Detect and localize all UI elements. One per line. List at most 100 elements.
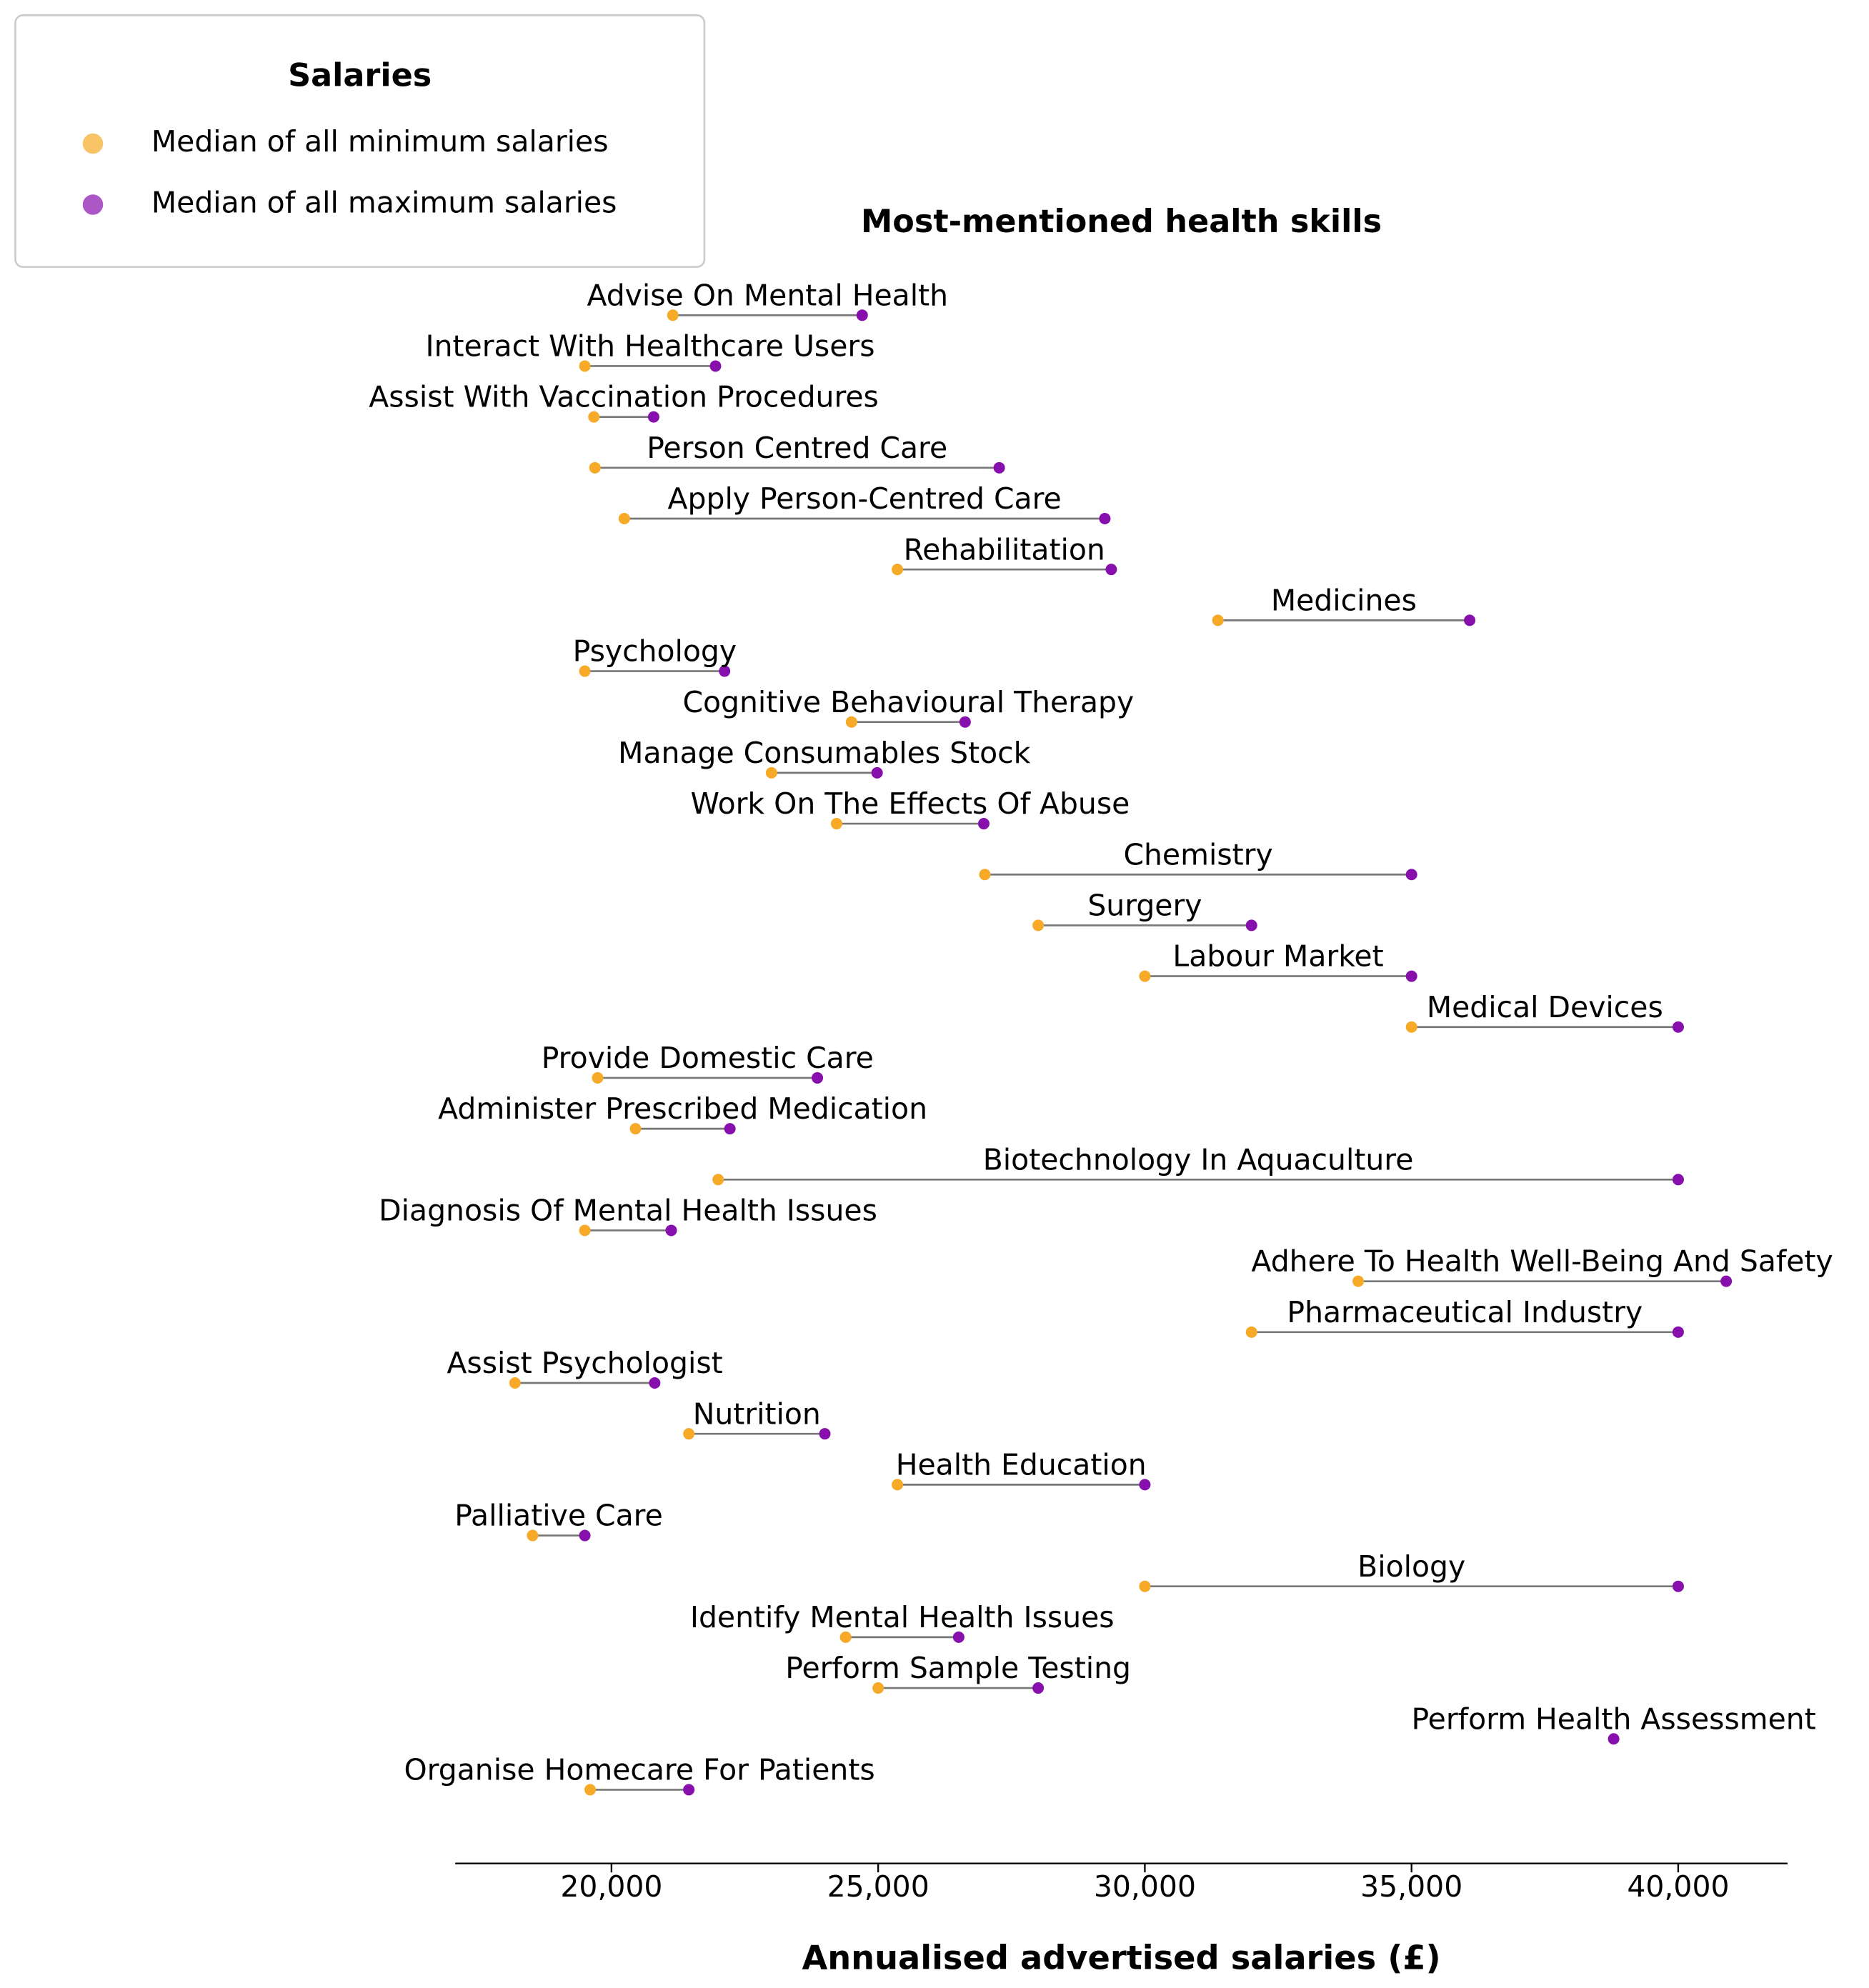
max-dot xyxy=(1672,1174,1684,1186)
min-dot xyxy=(1212,614,1224,626)
category-label: Provide Domestic Care xyxy=(542,1041,874,1075)
x-tick-label: 20,000 xyxy=(560,1869,662,1904)
category-label: Adhere To Health Well-Being And Safety xyxy=(1251,1244,1833,1279)
category-label: Palliative Care xyxy=(454,1499,663,1533)
category-label: Assist With Vaccination Procedures xyxy=(369,380,879,414)
max-dot xyxy=(1099,512,1111,525)
max-dot xyxy=(1032,1682,1045,1694)
min-dot xyxy=(765,766,777,779)
min-dot xyxy=(839,1631,852,1643)
category-label: Nutrition xyxy=(693,1397,821,1431)
min-dot xyxy=(509,1377,521,1389)
max-dot xyxy=(1245,919,1257,931)
min-dot xyxy=(683,1428,695,1440)
min-dot xyxy=(1245,1326,1257,1338)
category-label: Work On The Effects Of Abuse xyxy=(691,786,1130,821)
min-dot xyxy=(830,818,842,830)
min-dot xyxy=(618,512,630,525)
max-dot xyxy=(649,1377,661,1389)
min-dot xyxy=(584,1784,597,1796)
legend-box xyxy=(14,14,706,269)
x-tick-label: 35,000 xyxy=(1360,1869,1462,1904)
min-dot xyxy=(1139,970,1151,982)
min-dot xyxy=(892,1479,904,1491)
category-label: Biology xyxy=(1357,1549,1465,1584)
min-dot xyxy=(712,1174,724,1186)
max-dot xyxy=(1405,970,1417,982)
max-dot xyxy=(579,1529,591,1542)
min-dot xyxy=(589,461,601,474)
chart-title: Most-mentioned health skills xyxy=(861,204,1382,240)
max-dot xyxy=(1672,1326,1684,1338)
category-label: Labour Market xyxy=(1172,939,1383,974)
min-dot xyxy=(629,1123,642,1135)
category-label: Advise On Mental Health xyxy=(587,278,948,312)
max-dot xyxy=(856,309,868,321)
category-label: Organise Homecare For Patients xyxy=(404,1753,874,1787)
min-dot xyxy=(1139,1580,1151,1592)
category-label: Chemistry xyxy=(1123,837,1272,871)
category-label: Perform Health Assessment xyxy=(1411,1702,1815,1736)
x-tick-label: 30,000 xyxy=(1094,1869,1196,1904)
max-dot xyxy=(1672,1021,1684,1033)
category-label: Identify Mental Health Issues xyxy=(690,1600,1115,1634)
min-dot xyxy=(579,665,591,677)
min-dot xyxy=(579,1224,591,1237)
legend-marker xyxy=(82,194,104,215)
category-label: Health Education xyxy=(896,1447,1147,1482)
max-dot xyxy=(959,716,971,728)
max-dot xyxy=(1464,614,1476,626)
legend-label: Median of all maximum salaries xyxy=(151,185,617,219)
max-dot xyxy=(819,1428,831,1440)
category-label: Manage Consumables Stock xyxy=(618,736,1030,770)
category-label: Diagnosis Of Mental Health Issues xyxy=(379,1194,877,1228)
x-axis-label: Annualised advertised salaries (£) xyxy=(802,1938,1440,1977)
min-dot xyxy=(979,869,991,881)
min-dot xyxy=(1352,1275,1365,1287)
min-dot xyxy=(1405,1021,1417,1033)
max-dot xyxy=(719,665,731,677)
category-label: Rehabilitation xyxy=(904,532,1105,566)
legend-label: Median of all minimum salaries xyxy=(151,124,609,159)
max-dot xyxy=(683,1784,695,1796)
max-dot xyxy=(1720,1275,1733,1287)
min-dot xyxy=(845,716,857,728)
max-dot xyxy=(952,1631,965,1643)
max-dot xyxy=(1608,1733,1620,1745)
category-label: Perform Sample Testing xyxy=(785,1651,1131,1685)
max-dot xyxy=(993,461,1005,474)
max-dot xyxy=(1139,1479,1151,1491)
category-label: Psychology xyxy=(573,634,737,669)
category-label: Cognitive Behavioural Therapy xyxy=(682,685,1134,719)
max-dot xyxy=(1405,869,1417,881)
x-tick-label: 25,000 xyxy=(827,1869,929,1904)
min-dot xyxy=(588,411,600,423)
legend-marker xyxy=(82,133,104,154)
category-label: Pharmaceutical Industry xyxy=(1287,1295,1643,1329)
max-dot xyxy=(1672,1580,1684,1592)
max-dot xyxy=(709,360,722,372)
category-label: Medicines xyxy=(1271,583,1417,617)
category-label: Person Centred Care xyxy=(647,431,947,465)
min-dot xyxy=(579,360,591,372)
min-dot xyxy=(872,1682,884,1694)
legend-title: Salaries xyxy=(288,58,432,94)
category-label: Assist Psychologist xyxy=(447,1346,722,1380)
max-dot xyxy=(812,1072,824,1084)
max-dot xyxy=(665,1224,677,1237)
min-dot xyxy=(667,309,679,321)
max-dot xyxy=(1105,564,1117,576)
max-dot xyxy=(647,411,659,423)
category-label: Surgery xyxy=(1087,889,1202,923)
max-dot xyxy=(977,818,990,830)
max-dot xyxy=(724,1123,736,1135)
category-label: Interact With Healthcare Users xyxy=(426,329,875,364)
min-dot xyxy=(592,1072,604,1084)
category-label: Medical Devices xyxy=(1427,990,1663,1024)
category-label: Administer Prescribed Medication xyxy=(438,1092,927,1126)
min-dot xyxy=(527,1529,539,1542)
min-dot xyxy=(1032,919,1045,931)
min-dot xyxy=(892,564,904,576)
x-tick-label: 40,000 xyxy=(1627,1869,1729,1904)
